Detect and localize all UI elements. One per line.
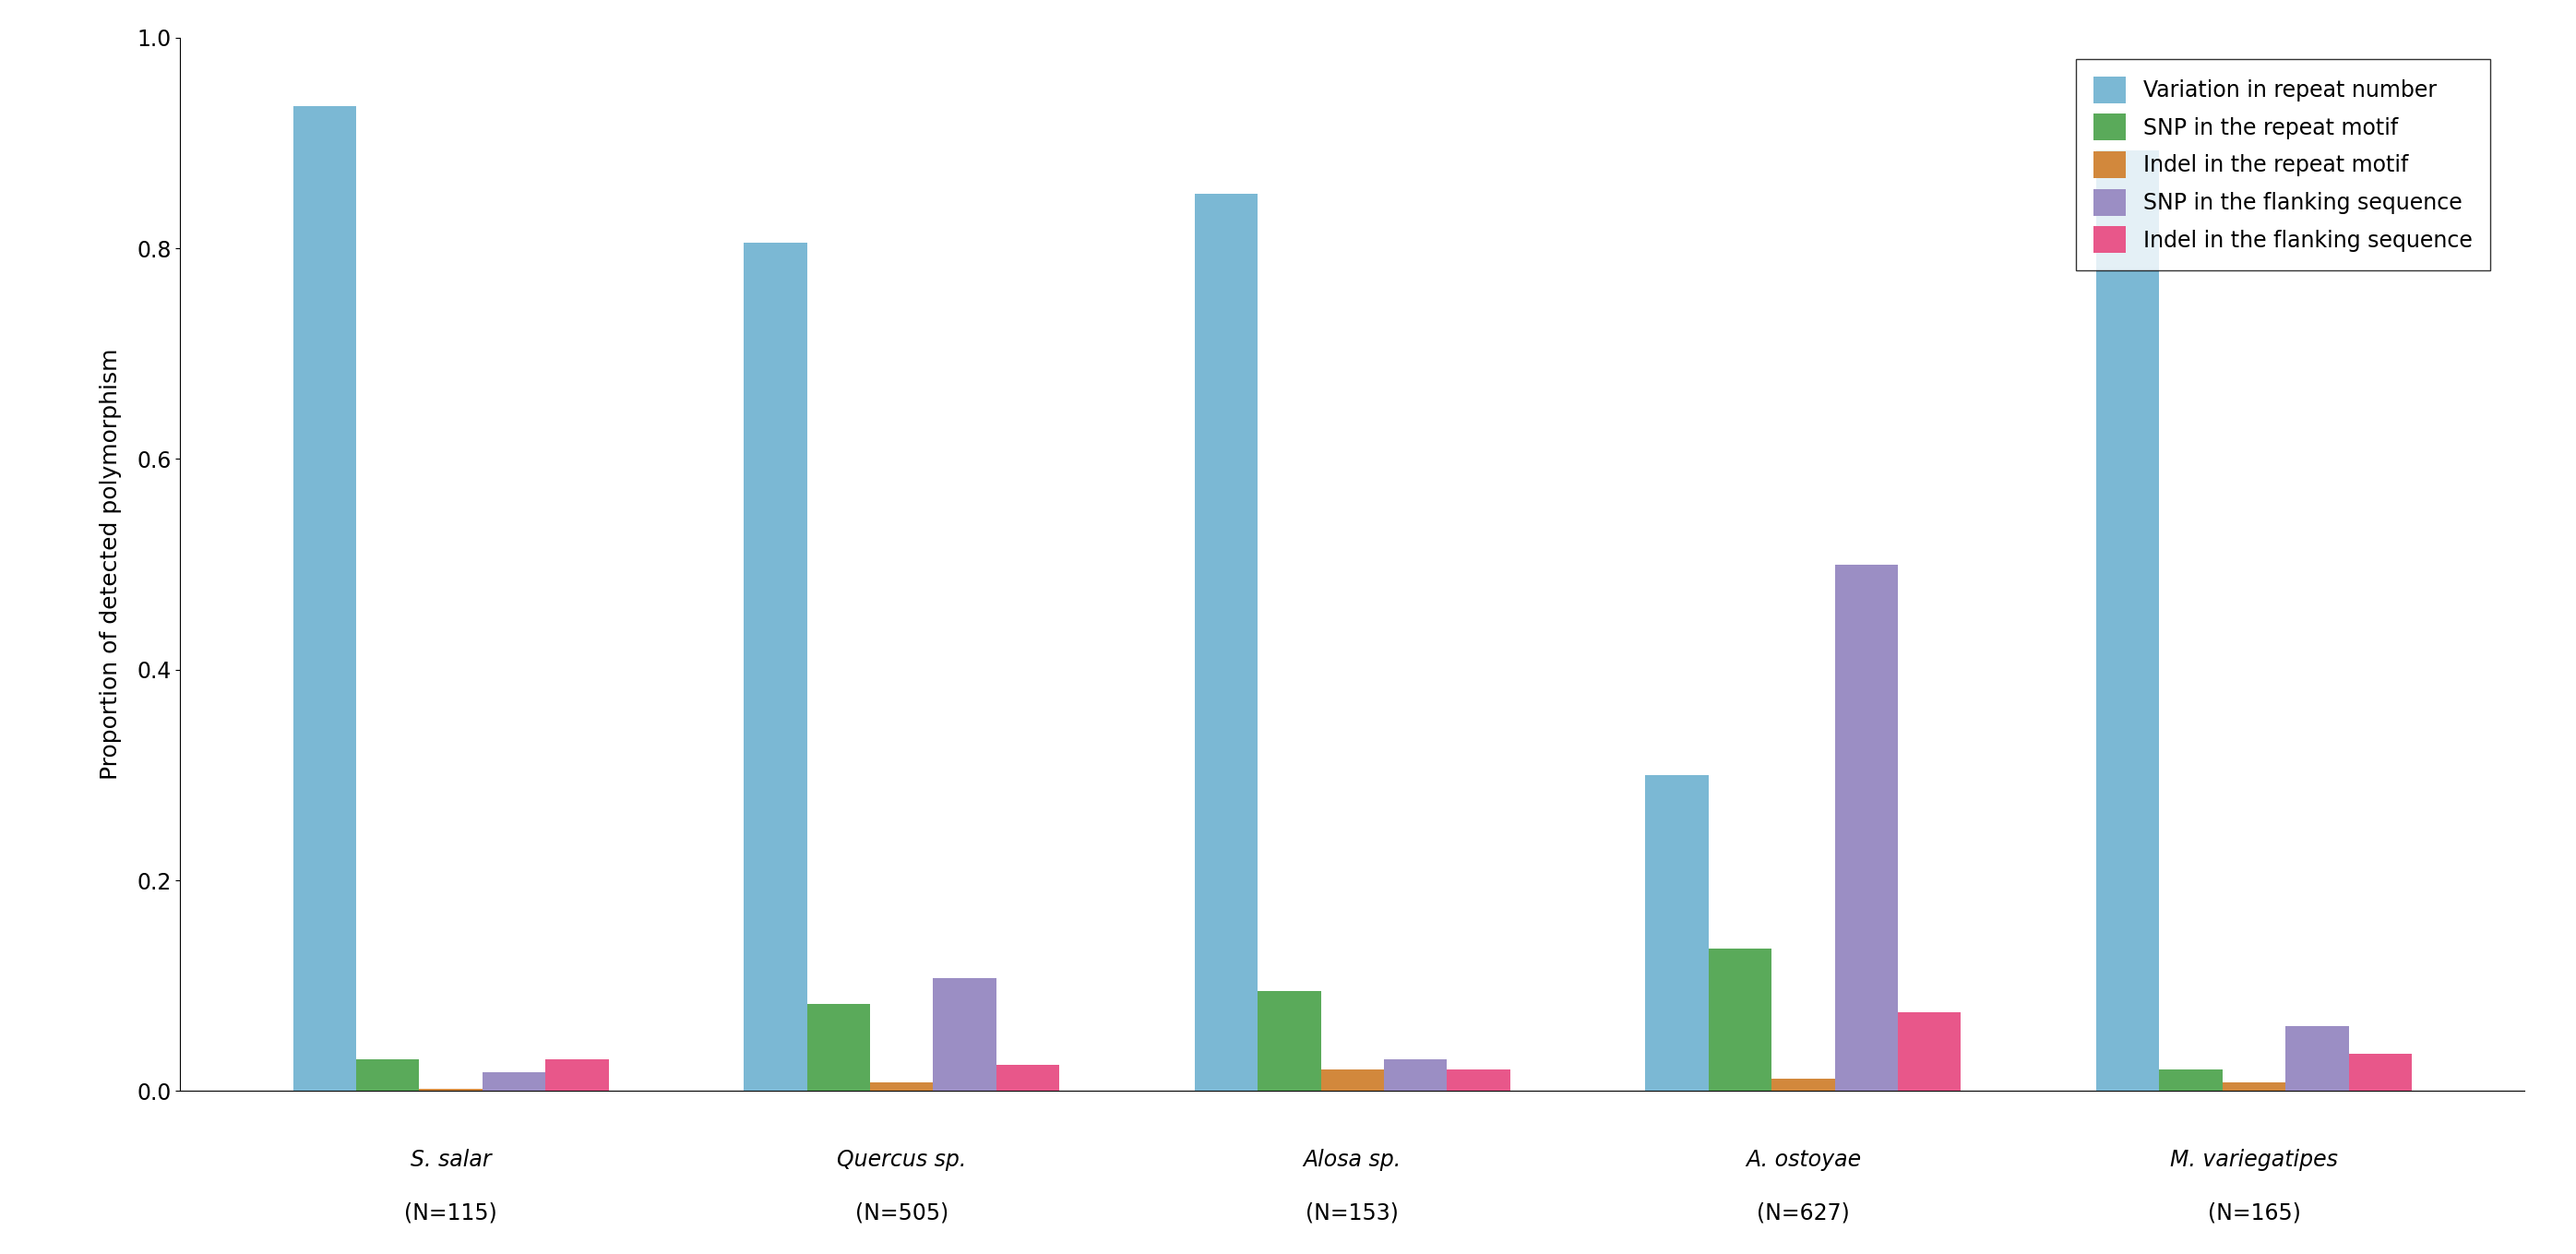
Bar: [546, 1060, 608, 1091]
Bar: [1646, 775, 1708, 1091]
Text: (N=115): (N=115): [404, 1201, 497, 1224]
Bar: [482, 1072, 546, 1091]
Text: Alosa sp.: Alosa sp.: [1303, 1149, 1401, 1171]
Bar: [1834, 564, 1899, 1091]
Text: Quercus sp.: Quercus sp.: [837, 1149, 966, 1171]
Bar: [933, 978, 997, 1091]
Text: (N=505): (N=505): [855, 1201, 948, 1224]
Bar: [1321, 1070, 1383, 1091]
Bar: [997, 1065, 1059, 1091]
Bar: [2285, 1026, 2349, 1091]
Bar: [1257, 991, 1321, 1091]
Text: (N=627): (N=627): [1757, 1201, 1850, 1224]
Legend: Variation in repeat number, SNP in the repeat motif, Indel in the repeat motif, : Variation in repeat number, SNP in the r…: [2076, 59, 2491, 271]
Bar: [2349, 1055, 2411, 1091]
Bar: [806, 1003, 871, 1091]
Bar: [1772, 1078, 1834, 1091]
Bar: [871, 1082, 933, 1091]
Bar: [2097, 150, 2159, 1091]
Bar: [744, 243, 806, 1091]
Bar: [420, 1088, 482, 1091]
Bar: [1383, 1060, 1448, 1091]
Bar: [1708, 949, 1772, 1091]
Bar: [2223, 1082, 2285, 1091]
Text: S. salar: S. salar: [410, 1149, 492, 1171]
Bar: [1899, 1012, 1960, 1091]
Bar: [1448, 1070, 1510, 1091]
Text: M. variegatipes: M. variegatipes: [2169, 1149, 2339, 1171]
Bar: [1195, 193, 1257, 1091]
Bar: [355, 1060, 420, 1091]
Bar: [2159, 1070, 2223, 1091]
Y-axis label: Proportion of detected polymorphism: Proportion of detected polymorphism: [100, 349, 121, 780]
Text: (N=165): (N=165): [2208, 1201, 2300, 1224]
Text: (N=153): (N=153): [1306, 1201, 1399, 1224]
Text: A. ostoyae: A. ostoyae: [1747, 1149, 1860, 1171]
Bar: [294, 107, 355, 1091]
